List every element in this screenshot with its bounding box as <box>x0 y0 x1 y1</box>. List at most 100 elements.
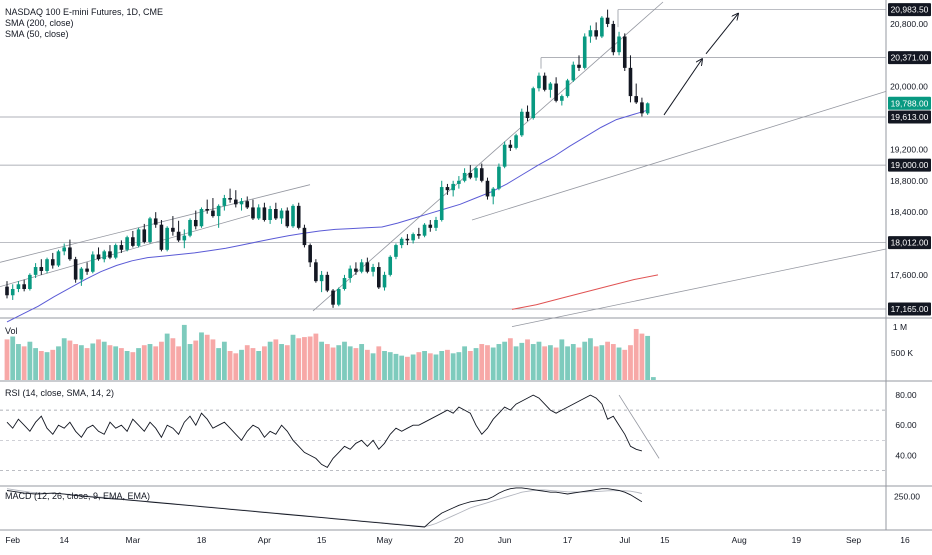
price-label-box <box>888 51 931 65</box>
candle-body <box>445 187 450 191</box>
candle-body <box>462 172 467 181</box>
candle-body <box>382 274 387 288</box>
volume-bar <box>582 341 588 380</box>
volume-bar <box>221 341 227 380</box>
candle-body <box>594 30 598 37</box>
rsi-line <box>6 394 643 468</box>
candle-body <box>640 102 644 114</box>
x-tick-label: 18 <box>197 535 207 545</box>
candle-body <box>108 251 112 258</box>
volume-bar <box>610 344 616 380</box>
volume-bar <box>279 344 284 380</box>
y-tick-label: 20,000.00 <box>890 82 928 92</box>
candle-body <box>79 268 84 280</box>
candle-body <box>348 268 352 279</box>
trend-line <box>471 91 887 221</box>
candle-body <box>125 237 129 250</box>
volume-bar <box>342 341 347 380</box>
volume-bar <box>239 349 244 380</box>
candle-body <box>434 219 438 228</box>
volume-bar <box>387 352 393 380</box>
candle-body <box>457 180 461 184</box>
volume-bar <box>633 328 639 380</box>
volume-bar <box>73 344 79 380</box>
candle-body <box>10 288 15 296</box>
x-tick-label: Apr <box>258 535 271 545</box>
price-label: 17,165.00 <box>891 304 929 314</box>
volume-bar <box>307 336 313 380</box>
x-tick-label: 15 <box>317 535 327 545</box>
rsi-tick-label: 60.00 <box>895 420 917 430</box>
volume-bar <box>90 343 96 380</box>
candle-body <box>422 224 427 236</box>
x-tick-label: Aug <box>732 535 747 545</box>
candle-body <box>296 205 301 228</box>
volume-bar <box>4 339 10 380</box>
volume-bar <box>147 344 153 380</box>
macd-legend: MACD (12, 26, close, 9, EMA, EMA) <box>5 491 151 501</box>
volume-bar <box>393 353 399 380</box>
x-tick-label: 17 <box>563 535 573 545</box>
volume-bar <box>462 346 467 380</box>
price-label: 20,371.00 <box>891 53 929 63</box>
candle-body <box>319 274 324 282</box>
volume-bar <box>507 338 513 380</box>
volume-bar <box>56 346 61 380</box>
candle-body <box>359 262 364 272</box>
candle-body <box>537 75 541 89</box>
volume-bar <box>559 339 565 380</box>
price-label: 19,000.00 <box>891 160 929 170</box>
price-label: 20,983.50 <box>891 5 929 15</box>
volume-bar <box>136 348 141 380</box>
x-tick-label: Mar <box>126 535 141 545</box>
candle-body <box>73 259 78 280</box>
projection-arrow <box>663 59 702 116</box>
candle-body <box>628 67 633 97</box>
volume-bar <box>170 338 176 380</box>
candle-body <box>153 218 158 225</box>
volume-bar <box>313 333 319 380</box>
candle-body <box>22 284 26 289</box>
sma200-legend: SMA (200, close) <box>5 18 74 28</box>
rsi-tick-label: 40.00 <box>895 450 917 460</box>
candle-body <box>399 238 404 246</box>
volume-bar <box>119 348 124 380</box>
candle-body <box>16 284 21 289</box>
volume-bar <box>485 345 490 380</box>
volume-bar <box>244 345 250 380</box>
volume-bar <box>593 346 599 380</box>
candle-body <box>234 199 238 205</box>
volume-bar <box>576 347 582 380</box>
volume-bar <box>84 348 90 380</box>
sma200-line <box>511 274 659 310</box>
volume-bar <box>233 353 239 380</box>
candle-body <box>531 88 536 119</box>
volume-bar <box>525 339 530 380</box>
volume-bar <box>490 347 496 380</box>
price-label-box <box>888 302 931 316</box>
volume-bar <box>650 377 656 380</box>
candle-body <box>308 245 312 263</box>
x-tick-label: Jul <box>619 535 630 545</box>
trend-line <box>511 248 887 328</box>
candle-body <box>268 209 272 220</box>
candle-body <box>560 96 564 101</box>
volume-bar <box>473 348 479 380</box>
volume-bar <box>359 344 365 380</box>
volume-bar <box>141 345 147 380</box>
volume-bar <box>479 344 485 380</box>
candle-body <box>91 254 95 272</box>
candle-body <box>502 144 507 167</box>
candle-body <box>262 207 267 220</box>
volume-bar <box>27 341 33 380</box>
volume-bar <box>250 348 256 380</box>
sma50-line <box>6 109 648 323</box>
volume-bar <box>124 351 130 380</box>
volume-bar <box>599 345 605 380</box>
candle-body <box>222 198 227 206</box>
candle-body <box>342 278 347 289</box>
volume-bar <box>153 346 159 380</box>
volume-bar <box>370 353 376 380</box>
macd-tick-label: 250.00 <box>894 492 920 502</box>
